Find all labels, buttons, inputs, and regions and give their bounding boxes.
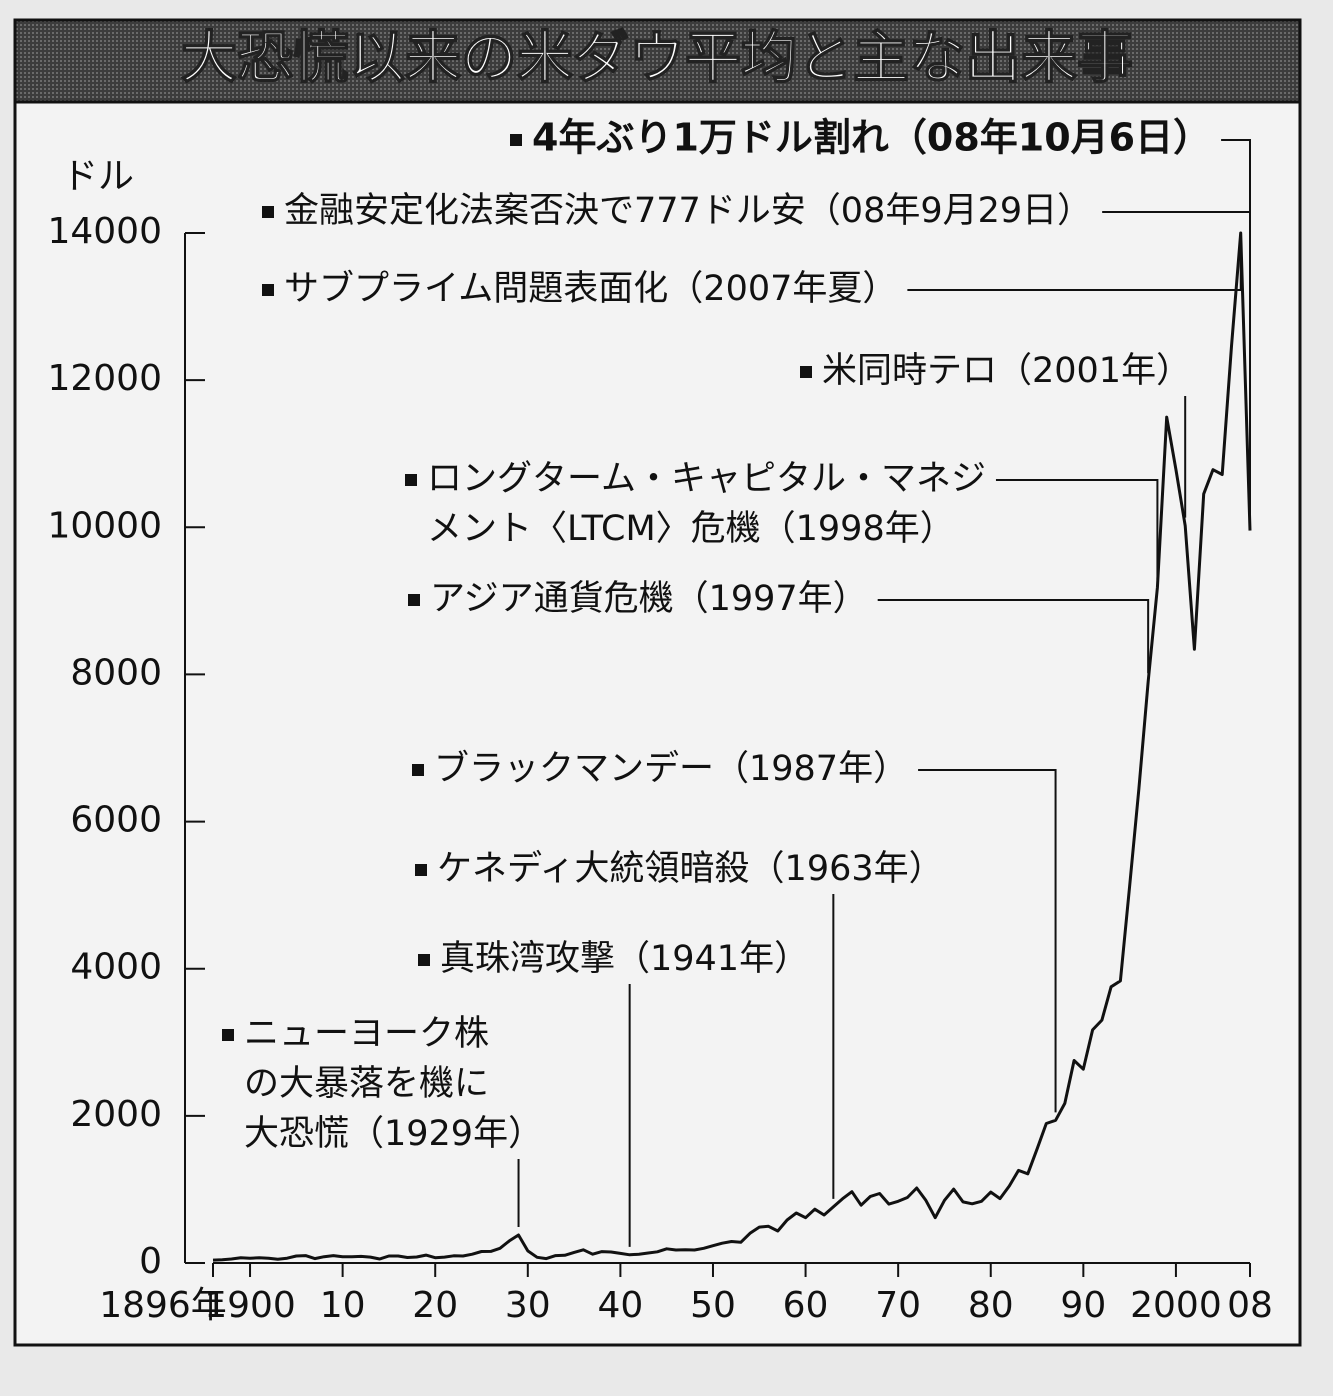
annotation-text: ニューヨーク株 xyxy=(244,1014,489,1054)
bullet xyxy=(510,134,522,146)
y-tick-label: 10000 xyxy=(47,505,162,546)
annotation-text: 米同時テロ（2001年） xyxy=(822,351,1191,391)
x-tick-label: 60 xyxy=(783,1285,829,1326)
annotation-text: ケネディ大統領暗殺（1963年） xyxy=(437,849,944,889)
y-tick-label: 8000 xyxy=(70,652,162,693)
x-tick-label: 1900 xyxy=(204,1285,296,1326)
y-tick-label: 4000 xyxy=(70,947,162,988)
annotation-text: メント〈LTCM〉危機（1998年） xyxy=(427,509,955,549)
x-tick-label: 2000 xyxy=(1130,1285,1222,1326)
x-tick-label: 80 xyxy=(968,1285,1014,1326)
chart-title: 大恐慌以来の米ダウ平均と主な出来事 xyxy=(181,26,1133,91)
annotation-text: アジア通貨危機（1997年） xyxy=(430,579,868,619)
bullet xyxy=(800,366,812,378)
bullet xyxy=(415,864,427,876)
annotation-text: 真珠湾攻撃（1941年） xyxy=(440,939,809,979)
bullet xyxy=(408,594,420,606)
y-tick-label: 12000 xyxy=(47,358,162,399)
y-tick-label: 14000 xyxy=(47,211,162,252)
x-tick-label: 40 xyxy=(597,1285,643,1326)
x-tick-label: 10 xyxy=(320,1285,366,1326)
x-tick-label: 20 xyxy=(412,1285,458,1326)
y-tick-label: 0 xyxy=(139,1241,162,1282)
bullet xyxy=(405,474,417,486)
x-tick-label: 1896年 xyxy=(99,1285,227,1326)
dow-line xyxy=(212,231,1252,1262)
annotation-text: ロングターム・キャピタル・マネジ xyxy=(427,459,986,499)
annotation-text: 4年ぶり1万ドル割れ（08年10月6日） xyxy=(532,116,1211,160)
x-tick-label: 08 xyxy=(1227,1285,1273,1326)
y-tick-label: 2000 xyxy=(70,1094,162,1135)
y-tick-label: 6000 xyxy=(70,800,162,841)
bullet xyxy=(262,206,274,218)
leader-line xyxy=(1102,211,1251,523)
leader-line xyxy=(918,769,1057,1113)
leader-line xyxy=(995,479,1159,580)
annotation-text: の大暴落を機に xyxy=(244,1064,489,1104)
x-tick-label: 90 xyxy=(1060,1285,1106,1326)
annotation-text: ブラックマンデー（1987年） xyxy=(434,749,908,789)
title-band xyxy=(13,18,1302,104)
x-tick-label: 70 xyxy=(875,1285,921,1326)
chart-frame xyxy=(13,18,1302,1347)
leader-line xyxy=(877,599,1150,674)
bullet xyxy=(418,954,430,966)
y-axis-label: ドル xyxy=(62,156,134,197)
annotation-text: サブプライム問題表面化（2007年夏） xyxy=(284,269,897,309)
x-tick-label: 30 xyxy=(505,1285,551,1326)
annotation-text: 金融安定化法案否決で777ドル安（08年9月29日） xyxy=(284,191,1092,231)
bullet xyxy=(412,764,424,776)
bullet xyxy=(222,1029,234,1041)
annotation-text: 大恐慌（1929年） xyxy=(244,1114,543,1154)
x-tick-label: 50 xyxy=(690,1285,736,1326)
bullet xyxy=(262,284,274,296)
leader-line xyxy=(907,241,1242,291)
